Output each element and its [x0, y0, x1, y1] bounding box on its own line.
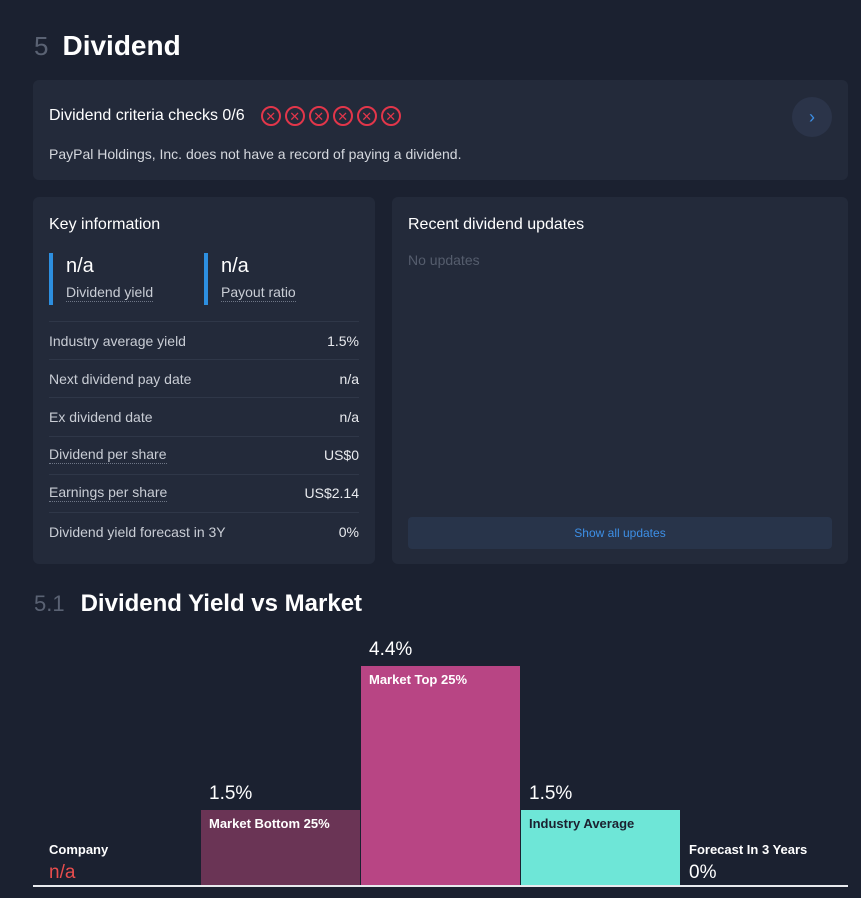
chart-baseline: [33, 885, 848, 887]
criteria-card: Dividend criteria checks 0/6 ✕ ✕ ✕ ✕ ✕ ✕…: [33, 80, 848, 180]
bar-value-market-top: 4.4%: [369, 639, 413, 660]
payout-ratio-value: n/a: [221, 255, 249, 277]
key-info-label: Dividend yield forecast in 3Y: [49, 523, 226, 540]
expand-criteria-button[interactable]: ›: [792, 97, 832, 137]
subsection-heading: Dividend Yield vs Market: [80, 590, 363, 617]
criteria-description: PayPal Holdings, Inc. does not have a re…: [49, 146, 462, 162]
bar-market-bottom: [201, 810, 360, 885]
payout-ratio-metric: n/a Payout ratio: [204, 253, 296, 305]
chevron-right-icon: ›: [809, 106, 815, 127]
subsection-title: 5.1 Dividend Yield vs Market: [34, 590, 362, 618]
key-info-value: n/a: [339, 370, 359, 387]
section-title: 5 Dividend: [34, 30, 181, 62]
criteria-checks: ✕ ✕ ✕ ✕ ✕ ✕: [260, 106, 401, 126]
bar-label-industry-average: Industry Average: [529, 816, 635, 832]
key-info-value: 0%: [338, 523, 359, 540]
key-info-row: Ex dividend date n/a: [49, 397, 359, 435]
key-info-label[interactable]: Dividend per share: [49, 446, 167, 465]
updates-heading: Recent dividend updates: [408, 216, 585, 233]
key-info-row: Dividend yield forecast in 3Y 0%: [49, 511, 359, 550]
dividend-yield-label[interactable]: Dividend yield: [66, 284, 154, 302]
key-info-label: Industry average yield: [49, 332, 186, 349]
key-info-value: US$0: [323, 447, 359, 464]
fail-check-icon: ✕: [308, 106, 329, 126]
key-info-value: 1.5%: [327, 332, 359, 349]
show-all-updates-button[interactable]: Show all updates: [408, 517, 832, 549]
fail-check-icon: ✕: [260, 106, 281, 126]
section-heading: Dividend: [62, 30, 181, 61]
forecast-label: Forecast In 3 Years: [689, 842, 808, 857]
key-information-heading: Key information: [49, 216, 161, 233]
bar-label-market-bottom: Market Bottom 25%: [209, 816, 330, 832]
key-info-row: Next dividend pay date n/a: [49, 359, 359, 397]
dividend-updates-card: Recent dividend updates No updates Show …: [392, 197, 848, 564]
key-info-label: Next dividend pay date: [49, 370, 192, 387]
payout-ratio-label[interactable]: Payout ratio: [221, 284, 296, 302]
fail-check-icon: ✕: [332, 106, 353, 126]
subsection-number: 5.1: [34, 591, 65, 616]
key-info-row: Industry average yield 1.5%: [49, 321, 359, 359]
key-info-list: Industry average yield 1.5% Next dividen…: [49, 321, 359, 550]
key-info-row: Earnings per share US$2.14: [49, 473, 359, 512]
bar-value-industry-average: 1.5%: [529, 783, 573, 805]
dividend-yield-value: n/a: [66, 255, 94, 277]
key-info-row: Dividend per share US$0: [49, 435, 359, 474]
forecast-value: 0%: [689, 862, 717, 883]
company-label: Company: [49, 842, 109, 857]
bar-market-top: [361, 666, 520, 885]
no-updates-text: No updates: [408, 252, 480, 268]
key-information-card: Key information n/a Dividend yield n/a P…: [33, 197, 375, 564]
bar-industry-average: [521, 810, 680, 885]
fail-check-icon: ✕: [356, 106, 377, 126]
bar-value-market-bottom: 1.5%: [209, 783, 253, 805]
section-number: 5: [34, 31, 49, 61]
key-info-label[interactable]: Earnings per share: [49, 484, 168, 503]
dividend-yield-chart: 1.5% Market Bottom 25% 4.4% Market Top 2…: [0, 630, 861, 898]
fail-check-icon: ✕: [284, 106, 305, 126]
key-info-value: n/a: [339, 408, 359, 425]
criteria-title: Dividend criteria checks 0/6: [49, 107, 245, 124]
key-info-value: US$2.14: [304, 485, 359, 502]
fail-check-icon: ✕: [380, 106, 401, 126]
dividend-yield-metric: n/a Dividend yield: [49, 253, 154, 305]
criteria-header: Dividend criteria checks 0/6 ✕ ✕ ✕ ✕ ✕ ✕: [49, 106, 401, 126]
key-info-label: Ex dividend date: [49, 408, 153, 425]
bar-label-market-top: Market Top 25%: [369, 672, 468, 687]
company-value: n/a: [49, 862, 76, 883]
